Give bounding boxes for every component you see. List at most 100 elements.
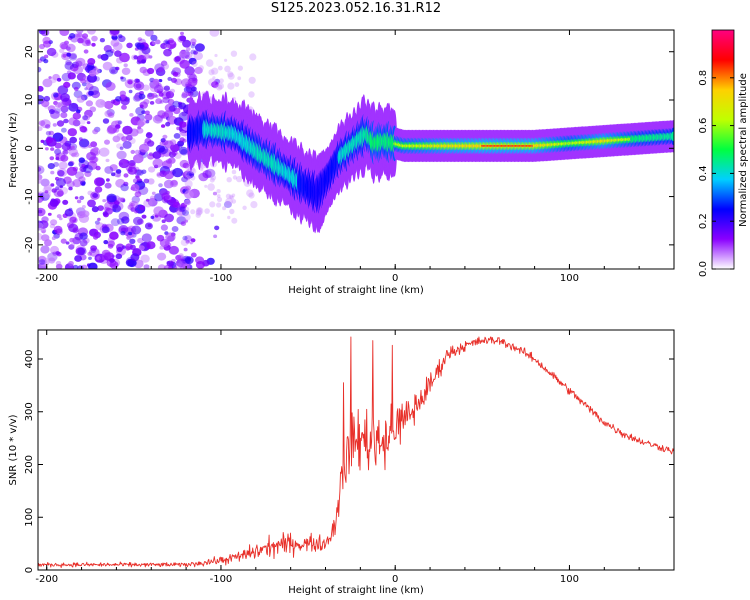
- noise-speckle: [166, 158, 172, 164]
- noise-speckle: [234, 82, 240, 87]
- noise-speckle: [68, 186, 73, 191]
- noise-speckle: [121, 104, 127, 110]
- noise-speckle: [113, 201, 124, 211]
- noise-speckle: [169, 88, 176, 94]
- noise-speckle: [67, 161, 74, 167]
- noise-speckle: [38, 222, 44, 229]
- x-tick-label: -200: [35, 273, 58, 284]
- noise-speckle: [97, 217, 101, 221]
- noise-speckle: [95, 99, 106, 108]
- noise-speckle: [110, 99, 116, 104]
- noise-speckle: [228, 194, 234, 199]
- noise-speckle: [136, 127, 144, 134]
- noise-speckle: [152, 158, 164, 168]
- noise-speckle: [86, 151, 97, 161]
- noise-speckle: [189, 241, 193, 245]
- noise-speckle: [50, 147, 55, 151]
- noise-speckle: [86, 121, 91, 125]
- noise-speckle: [58, 161, 68, 170]
- noise-speckle: [134, 149, 141, 155]
- noise-speckle: [79, 195, 85, 200]
- noise-speckle: [99, 38, 105, 43]
- noise-speckle: [104, 100, 114, 110]
- noise-speckle: [78, 138, 90, 148]
- x-tick-label: 100: [560, 273, 579, 284]
- noise-speckle: [165, 121, 171, 127]
- noise-speckle: [38, 232, 43, 241]
- noise-speckle: [210, 174, 217, 181]
- noise-speckle: [104, 139, 110, 145]
- noise-speckle: [56, 190, 64, 197]
- noise-speckle: [85, 83, 94, 91]
- noise-speckle: [130, 149, 136, 154]
- noise-speckle: [53, 225, 63, 234]
- colorbar-tick-label: 0.8: [698, 70, 709, 86]
- noise-speckle: [178, 102, 187, 110]
- noise-speckle: [87, 251, 92, 256]
- noise-speckle: [126, 79, 133, 85]
- noise-speckle: [76, 109, 81, 114]
- noise-speckle: [80, 78, 86, 84]
- noise-speckle: [93, 146, 99, 152]
- noise-speckle: [190, 209, 196, 215]
- noise-speckle: [190, 38, 197, 44]
- noise-speckle: [94, 186, 103, 193]
- noise-speckle: [50, 219, 58, 226]
- noise-speckle: [162, 134, 168, 139]
- noise-speckle: [180, 221, 187, 227]
- noise-speckle: [160, 60, 168, 67]
- noise-speckle: [216, 84, 223, 91]
- noise-speckle: [53, 92, 59, 98]
- noise-speckle: [121, 136, 128, 142]
- noise-speckle: [212, 191, 218, 196]
- noise-speckle: [68, 117, 78, 126]
- noise-speckle: [224, 65, 231, 73]
- noise-speckle: [216, 194, 221, 198]
- noise-speckle: [178, 146, 188, 155]
- noise-speckle: [45, 147, 49, 151]
- noise-speckle: [80, 182, 86, 187]
- noise-speckle: [195, 212, 201, 218]
- noise-speckle: [87, 58, 96, 65]
- noise-speckle: [102, 118, 110, 124]
- noise-speckle: [224, 58, 228, 62]
- noise-speckle: [94, 220, 100, 225]
- noise-speckle: [167, 76, 172, 81]
- noise-speckle: [146, 198, 150, 202]
- noise-speckle: [119, 52, 130, 63]
- colorbar-tick-label: 0.6: [698, 118, 709, 134]
- noise-speckle: [143, 178, 150, 184]
- noise-speckle: [161, 91, 171, 100]
- x-tick-label: 0: [392, 574, 398, 585]
- noise-speckle: [207, 169, 214, 176]
- noise-speckle: [42, 78, 53, 88]
- noise-speckle: [160, 138, 166, 143]
- noise-speckle: [120, 183, 129, 192]
- noise-speckle: [81, 33, 89, 39]
- noise-speckle: [66, 145, 73, 151]
- noise-speckle: [186, 165, 191, 170]
- noise-speckle: [55, 251, 60, 255]
- noise-speckle: [115, 96, 122, 102]
- noise-speckle: [216, 196, 223, 203]
- noise-speckle: [77, 265, 84, 269]
- noise-speckle: [149, 195, 156, 201]
- noise-speckle: [248, 76, 256, 84]
- noise-speckle: [187, 71, 196, 80]
- noise-speckle: [172, 100, 181, 108]
- noise-speckle: [68, 102, 79, 112]
- noise-speckle: [113, 42, 123, 51]
- noise-speckle: [101, 223, 108, 229]
- noise-speckle: [190, 168, 197, 175]
- noise-speckle: [125, 134, 133, 141]
- noise-speckle: [140, 254, 150, 263]
- noise-speckle: [75, 60, 83, 67]
- noise-speckle: [181, 91, 189, 98]
- noise-speckle: [63, 81, 71, 88]
- noise-speckle: [116, 173, 121, 178]
- noise-speckle: [150, 34, 158, 42]
- noise-speckle: [117, 120, 123, 125]
- noise-speckle: [118, 35, 126, 43]
- noise-speckle: [181, 78, 192, 88]
- noise-speckle: [64, 208, 74, 217]
